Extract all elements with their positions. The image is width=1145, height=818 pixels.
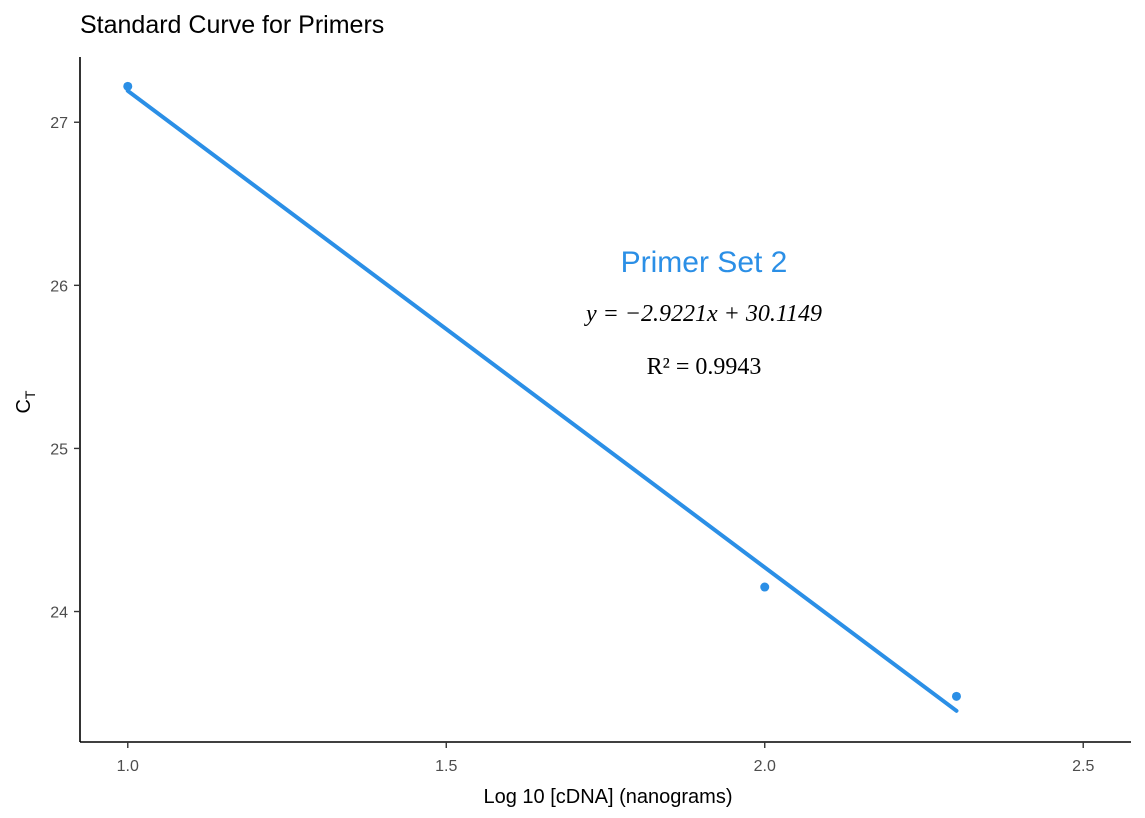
y-tick-label: 25 [50, 441, 68, 458]
data-point [951, 691, 961, 701]
chart-title: Standard Curve for Primers [80, 11, 385, 39]
annotation-r-squared: R² = 0.9943 [647, 354, 762, 380]
y-tick-label: 24 [50, 605, 68, 622]
annotation-series-label: Primer Set 2 [621, 246, 788, 279]
y-axis-label-subscript: T [22, 390, 38, 399]
y-tick-label: 26 [50, 278, 68, 295]
data-points [123, 81, 961, 701]
data-point [123, 81, 133, 91]
x-tick-label: 2.5 [1072, 758, 1094, 775]
x-tick-label: 1.0 [117, 758, 139, 775]
x-ticks: 1.0 1.5 2.0 2.5 [117, 742, 1094, 775]
x-tick-label: 2.0 [754, 758, 776, 775]
data-point [760, 582, 770, 592]
annotation-equation: y = −2.9221x + 30.1149 [584, 301, 822, 327]
y-tick-label: 27 [50, 115, 68, 132]
regression-line [125, 88, 959, 713]
y-ticks: 24 25 26 27 [50, 115, 80, 622]
y-axis-label: CT [13, 390, 38, 413]
x-axis-label: Log 10 [cDNA] (nanograms) [483, 786, 732, 808]
x-tick-label: 1.5 [435, 758, 457, 775]
y-axis-label-main: C [13, 399, 35, 413]
